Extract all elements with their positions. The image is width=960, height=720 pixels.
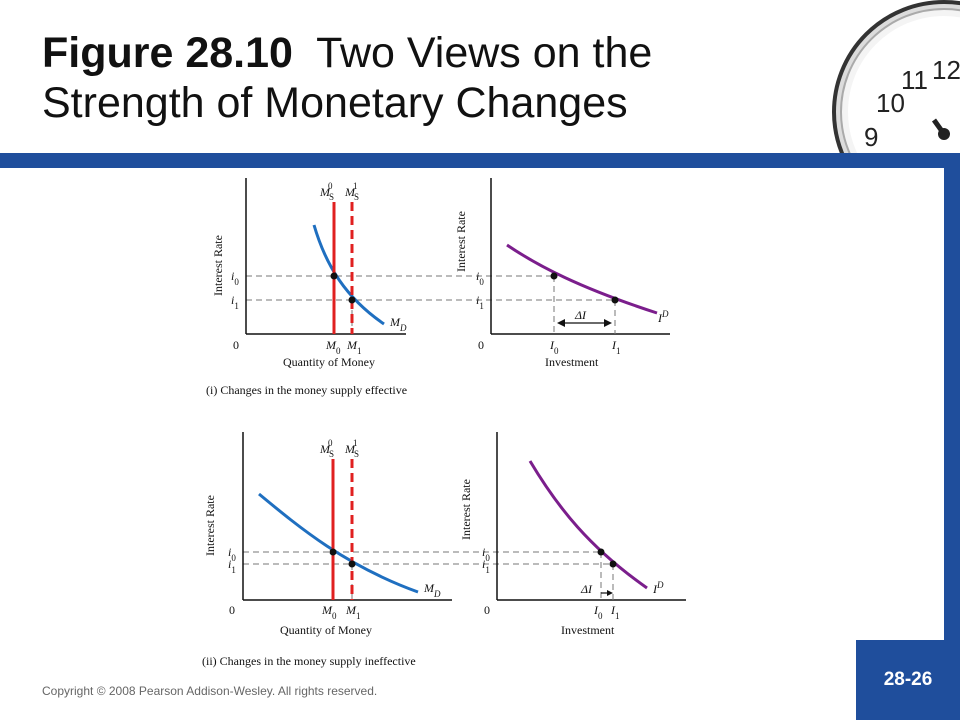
panel-ii-money-market: Interest Rate Quantity of Money 0 i0 i1 … [203,432,452,637]
tick-m1: M1 [346,338,362,356]
label-ms1: MS1 [344,181,359,202]
right-accent-bar [944,153,960,720]
equilibrium-point-1 [348,560,356,568]
y-axis-label: Interest Rate [454,211,468,272]
title-text: Two Views on the Strength of Monetary Ch… [42,29,653,127]
caption-bottom: (ii) Changes in the money supply ineffec… [202,654,416,668]
label-md: MD [389,315,407,333]
panel-i-investment: ΔI Interest Rate Investment 0 i0 i1 I0 I… [454,178,670,369]
tick-i0: i0 [228,545,236,563]
origin-label: 0 [229,603,235,617]
investment-demand-curve [506,243,658,315]
tick-m0: M0 [321,603,337,621]
tick-i0: i0 [231,269,239,287]
tick-I1: I1 [610,603,620,621]
y-axis-label: Interest Rate [203,495,217,556]
panel-ii-investment: ΔI Interest Rate Investment 0 i0 i1 I0 I… [459,432,686,637]
slide-title: Figure 28.10 Two Views on the Strength o… [42,28,802,128]
tick-i1: i1 [476,293,484,311]
origin-label: 0 [233,338,239,352]
equilibrium-point-1 [348,296,356,304]
clock-number-12: 12 [932,55,960,85]
investment-point-1 [609,560,617,568]
label-ms0: MS0 [319,438,334,459]
x-axis-label: Quantity of Money [283,355,375,369]
tick-i1: i1 [231,293,239,311]
origin-label: 0 [484,603,490,617]
equilibrium-point-0 [329,548,337,556]
clock-icon: 12 11 10 9 [832,0,960,153]
tick-I0: I0 [593,603,603,621]
money-demand-curve [312,224,385,326]
investment-point-0 [597,548,605,556]
clock-number-11: 11 [901,65,928,95]
investment-point-1 [611,296,619,304]
panel-i-money-market: Interest Rate Quantity of Money 0 i0 i1 … [211,178,407,369]
clock-number-10: 10 [876,88,905,118]
tick-m1: M1 [345,603,361,621]
origin-label: 0 [478,338,484,352]
label-id: ID [657,309,669,325]
label-md: MD [423,581,441,599]
label-id: ID [652,580,664,596]
investment-demand-curve [528,460,648,590]
tick-i1: i1 [228,557,236,575]
title-figure-number: Figure 28.10 [42,29,293,77]
label-ms0: MS0 [319,181,334,202]
clock-number-9: 9 [864,122,878,152]
delta-i-arrowhead-right [604,319,612,327]
tick-i0: i0 [482,545,490,563]
tick-m0: M0 [325,338,341,356]
x-axis-label: Investment [561,623,615,637]
y-axis-label: Interest Rate [211,235,225,296]
copyright-notice: Copyright © 2008 Pearson Addison-Wesley.… [42,684,378,698]
tick-I1: I1 [611,338,621,356]
header-band [0,153,960,168]
money-demand-curve [258,492,419,594]
delta-i-label: ΔI [580,582,593,596]
caption-top: (i) Changes in the money supply effectiv… [206,383,407,397]
page-number: 28-26 [883,669,933,690]
tick-I0: I0 [549,338,559,356]
dashed-connectors-top [246,275,615,301]
delta-i-label: ΔI [574,308,587,322]
delta-i-arrowhead-left [557,319,565,327]
tick-i0: i0 [476,269,484,287]
investment-point-0 [550,272,558,280]
delta-i-arrowhead-right [607,590,613,596]
dashed-connectors-bottom [243,551,613,565]
x-axis-label: Quantity of Money [280,623,372,637]
page-number-badge: 28-26 [856,640,960,720]
equilibrium-point-0 [330,272,338,280]
label-ms1: MS1 [344,438,359,459]
y-axis-label: Interest Rate [459,479,473,540]
x-axis-label: Investment [545,355,599,369]
tick-i1: i1 [482,557,490,575]
